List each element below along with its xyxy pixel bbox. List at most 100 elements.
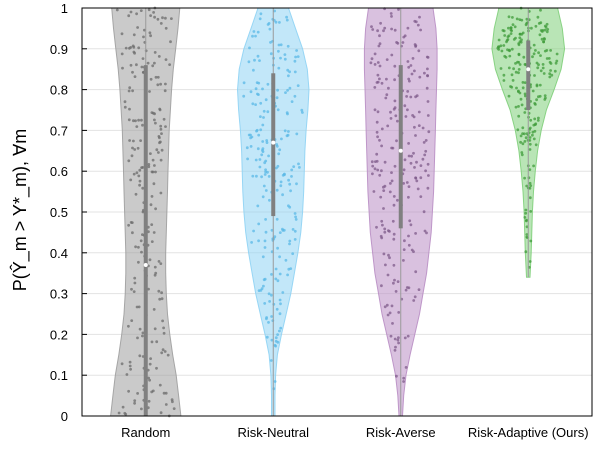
y-tick-label: 0.6 xyxy=(50,164,68,179)
data-point xyxy=(405,181,409,184)
data-point xyxy=(267,292,271,296)
data-point xyxy=(278,255,281,259)
data-point xyxy=(427,174,430,177)
data-point xyxy=(506,38,510,41)
data-point xyxy=(406,60,410,63)
y-tick-label: 0.9 xyxy=(50,42,68,57)
data-point xyxy=(131,146,134,150)
data-point xyxy=(138,354,142,358)
data-point xyxy=(500,49,504,53)
data-point xyxy=(136,392,140,395)
data-point xyxy=(267,154,270,158)
data-point xyxy=(422,210,426,214)
data-point xyxy=(507,66,511,70)
data-point xyxy=(403,34,407,38)
data-point xyxy=(369,61,373,65)
data-point xyxy=(545,49,549,52)
data-point xyxy=(509,28,513,32)
data-point xyxy=(139,239,143,243)
data-point xyxy=(390,179,394,183)
data-point xyxy=(406,334,410,338)
data-point xyxy=(267,22,271,25)
data-point xyxy=(384,263,387,267)
data-point xyxy=(132,33,136,37)
data-point xyxy=(529,239,533,243)
data-point xyxy=(385,303,389,307)
data-point xyxy=(140,250,143,254)
data-point xyxy=(525,235,529,239)
data-point xyxy=(289,267,293,270)
data-point xyxy=(410,154,413,158)
data-point xyxy=(156,17,160,21)
data-point xyxy=(152,231,156,234)
data-point xyxy=(266,82,270,86)
data-point xyxy=(409,95,413,99)
data-point xyxy=(137,174,141,178)
data-point xyxy=(386,273,390,277)
data-point xyxy=(512,67,515,71)
data-point xyxy=(263,246,267,249)
data-point xyxy=(158,108,162,112)
data-point xyxy=(278,21,281,24)
data-point xyxy=(413,295,417,299)
data-point xyxy=(397,341,400,345)
data-point xyxy=(263,239,267,243)
data-point xyxy=(281,291,285,294)
data-point xyxy=(162,391,166,395)
data-point xyxy=(406,108,409,112)
data-point xyxy=(508,54,512,58)
data-point xyxy=(153,112,157,116)
data-point xyxy=(393,99,397,103)
data-point xyxy=(300,108,304,112)
data-point xyxy=(403,158,407,162)
data-point xyxy=(278,298,282,302)
data-point xyxy=(407,243,411,247)
data-point xyxy=(543,37,546,41)
data-point xyxy=(517,71,520,75)
data-point xyxy=(390,15,393,18)
data-point xyxy=(393,64,397,68)
data-point xyxy=(403,239,406,243)
data-point xyxy=(402,376,406,380)
data-point xyxy=(250,241,254,244)
data-point xyxy=(169,40,172,44)
data-point xyxy=(379,234,383,238)
data-point xyxy=(520,32,524,36)
data-point xyxy=(128,360,132,364)
data-point xyxy=(373,86,377,89)
data-point xyxy=(293,238,297,241)
data-point xyxy=(297,162,300,166)
data-point xyxy=(151,158,155,162)
data-point xyxy=(161,16,164,20)
data-point xyxy=(287,178,290,182)
data-point xyxy=(261,195,265,199)
data-point xyxy=(162,326,166,330)
data-point xyxy=(289,189,292,193)
data-point xyxy=(424,149,428,153)
data-point xyxy=(531,133,534,137)
data-point xyxy=(425,86,429,90)
data-point xyxy=(129,10,133,14)
data-point xyxy=(384,96,388,100)
data-point xyxy=(285,111,289,114)
data-point xyxy=(277,152,281,156)
data-point xyxy=(296,84,300,87)
data-point xyxy=(393,164,397,168)
data-point xyxy=(148,362,152,366)
data-point xyxy=(389,182,392,185)
data-point xyxy=(543,98,547,101)
box-summaries xyxy=(143,8,531,417)
data-point xyxy=(159,262,163,265)
data-point xyxy=(403,336,407,340)
data-point xyxy=(293,59,297,63)
data-point xyxy=(407,234,410,238)
data-point xyxy=(424,169,427,173)
data-point xyxy=(380,219,384,223)
data-point xyxy=(375,130,379,134)
data-point xyxy=(128,107,131,111)
data-point xyxy=(123,105,127,109)
data-point xyxy=(514,70,518,74)
data-point xyxy=(376,135,379,139)
data-point xyxy=(419,176,423,180)
data-point xyxy=(372,190,376,193)
